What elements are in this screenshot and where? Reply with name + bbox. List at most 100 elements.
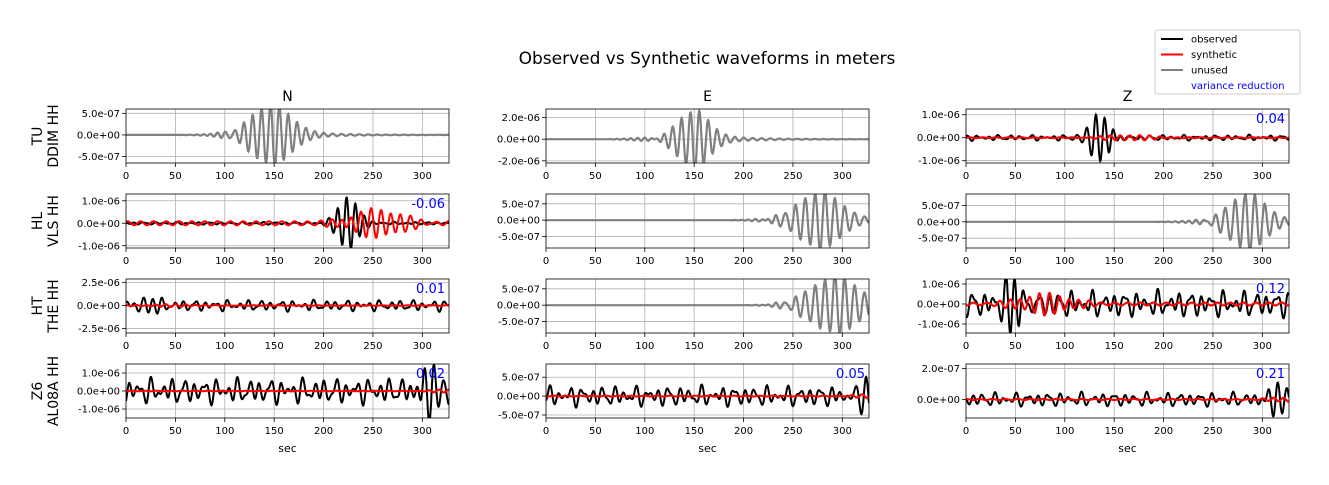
panel-ht-e: 0 50 100 150 200 250 300 5.0e-07 0.0e+00 -5.0e-07 bbox=[497, 278, 870, 352]
synthetic-trace bbox=[546, 393, 869, 400]
panel-frame bbox=[125, 278, 450, 334]
x-tick-label: 50 bbox=[589, 256, 602, 267]
y-tick-label: 1.0e-06 bbox=[82, 196, 120, 207]
x-tick-label: 100 bbox=[215, 256, 234, 267]
waveform-group bbox=[546, 375, 869, 416]
panel-z6-z: 0 50 100 150 200 250 300 2.0e-07 0.0e+00 0.21 sec bbox=[917, 363, 1290, 455]
x-tick-label: 50 bbox=[1009, 426, 1022, 437]
waveform-group bbox=[126, 196, 449, 248]
legend: observed synthetic unused variance reductio… bbox=[1154, 29, 1301, 95]
y-tick-label: 2.5e-06 bbox=[82, 278, 120, 289]
x-tick-label: 0 bbox=[963, 341, 969, 352]
x-tick-label: 300 bbox=[833, 171, 852, 182]
x-tick-label: 150 bbox=[265, 341, 284, 352]
x-tick-label: 0 bbox=[123, 426, 129, 437]
x-tick-label: 200 bbox=[1154, 426, 1173, 437]
x-tick-label: 250 bbox=[363, 426, 382, 437]
x-tick-label: 50 bbox=[1009, 171, 1022, 182]
legend-label-unused: unused bbox=[1191, 66, 1228, 77]
unused-trace bbox=[546, 279, 869, 333]
x-tick-label: 250 bbox=[783, 426, 802, 437]
x-tick-label: 50 bbox=[589, 341, 602, 352]
x-tick-label: 300 bbox=[833, 341, 852, 352]
station-name-label: DDIM HH bbox=[46, 104, 62, 167]
legend-label-observed: observed bbox=[1191, 35, 1237, 46]
y-tick-label: -5.0e-07 bbox=[78, 152, 120, 163]
x-tick-label: 300 bbox=[413, 256, 432, 267]
variance-reduction-label: 0.01 bbox=[416, 282, 445, 297]
station-network-label: TU bbox=[30, 127, 46, 147]
x-tick-label: 250 bbox=[783, 171, 802, 182]
y-tick-label: -5.0e-07 bbox=[498, 232, 540, 243]
x-tick-label: 300 bbox=[1253, 171, 1272, 182]
panel-frame bbox=[965, 108, 1290, 164]
x-tick-label: 0 bbox=[123, 171, 129, 182]
station-network-label: HT bbox=[30, 296, 46, 316]
x-tick-label: 250 bbox=[1203, 171, 1222, 182]
y-tick-label: 0.0e+00 bbox=[497, 301, 540, 312]
unused-trace bbox=[966, 194, 1289, 248]
x-tick-label: 0 bbox=[543, 256, 549, 267]
x-tick-label: 100 bbox=[1055, 426, 1074, 437]
x-tick-label: 50 bbox=[1009, 256, 1022, 267]
synthetic-trace bbox=[966, 291, 1289, 317]
y-tick-label: 0.0e+00 bbox=[917, 133, 960, 144]
y-tick-label: -2.5e-06 bbox=[78, 324, 120, 335]
column-header-e: E bbox=[703, 89, 712, 105]
unused-trace bbox=[546, 194, 869, 248]
panel-tu-n: 0 50 100 150 200 250 300 5.0e-07 0.0e+00 -5.0e-07 bbox=[77, 108, 450, 182]
x-tick-label: 250 bbox=[363, 256, 382, 267]
legend-label-variance-reduction: variance reduction bbox=[1191, 81, 1285, 92]
column-header-z: Z bbox=[1123, 89, 1133, 105]
y-tick-label: 0.0e+00 bbox=[77, 301, 120, 312]
x-tick-label: 150 bbox=[1105, 341, 1124, 352]
waveform-group bbox=[126, 296, 449, 315]
station-name-label: VLS HH bbox=[46, 195, 62, 247]
y-tick-label: 5.0e-07 bbox=[502, 373, 540, 384]
y-tick-label: 0.0e+00 bbox=[77, 219, 120, 230]
x-tick-label: 300 bbox=[413, 426, 432, 437]
x-tick-label: 0 bbox=[543, 426, 549, 437]
x-tick-label: 0 bbox=[543, 171, 549, 182]
x-tick-label: 300 bbox=[1253, 256, 1272, 267]
x-tick-label: 250 bbox=[363, 341, 382, 352]
waveform-group bbox=[546, 279, 869, 333]
panel-frame bbox=[545, 193, 870, 249]
y-tick-label: 5.0e-07 bbox=[82, 109, 120, 120]
x-tick-label: 50 bbox=[169, 426, 182, 437]
x-tick-label: 300 bbox=[833, 426, 852, 437]
x-tick-label: 200 bbox=[1154, 171, 1173, 182]
waveform-group bbox=[546, 109, 869, 163]
observed-trace bbox=[966, 279, 1289, 333]
y-tick-label: -5.0e-07 bbox=[918, 234, 960, 245]
x-tick-label: 100 bbox=[1055, 341, 1074, 352]
x-tick-label: 100 bbox=[635, 171, 654, 182]
station-name-label: THE HH bbox=[46, 279, 62, 333]
x-tick-label: 100 bbox=[1055, 256, 1074, 267]
panel-frame bbox=[545, 108, 870, 164]
y-tick-label: -1.0e-06 bbox=[918, 156, 960, 167]
synthetic-trace bbox=[966, 134, 1289, 142]
x-tick-label: 300 bbox=[1253, 426, 1272, 437]
x-tick-label: 100 bbox=[635, 341, 654, 352]
variance-reduction-label: 0.12 bbox=[1256, 282, 1285, 297]
y-tick-label: -1.0e-06 bbox=[78, 241, 120, 252]
figure-title: Observed vs Synthetic waveforms in meter… bbox=[519, 49, 896, 69]
x-tick-label: 200 bbox=[314, 341, 333, 352]
x-tick-label: 250 bbox=[783, 256, 802, 267]
synthetic-trace bbox=[126, 388, 449, 394]
synthetic-trace bbox=[126, 206, 449, 240]
x-tick-label: 200 bbox=[734, 341, 753, 352]
x-tick-label: 0 bbox=[543, 341, 549, 352]
x-tick-label: 0 bbox=[123, 256, 129, 267]
station-name-label: AL08A HH bbox=[46, 356, 62, 426]
x-axis-label: sec bbox=[698, 442, 717, 455]
x-tick-label: 0 bbox=[963, 426, 969, 437]
y-tick-label: 0.0e+00 bbox=[917, 300, 960, 311]
x-tick-label: 100 bbox=[1055, 171, 1074, 182]
panel-frame bbox=[125, 193, 450, 249]
x-tick-label: 200 bbox=[1154, 256, 1173, 267]
panel-z6-n: 0 50 100 150 200 250 300 1.0e-06 0.0e+00 -1.0e-06… bbox=[77, 363, 450, 455]
waveform-group bbox=[126, 364, 449, 418]
